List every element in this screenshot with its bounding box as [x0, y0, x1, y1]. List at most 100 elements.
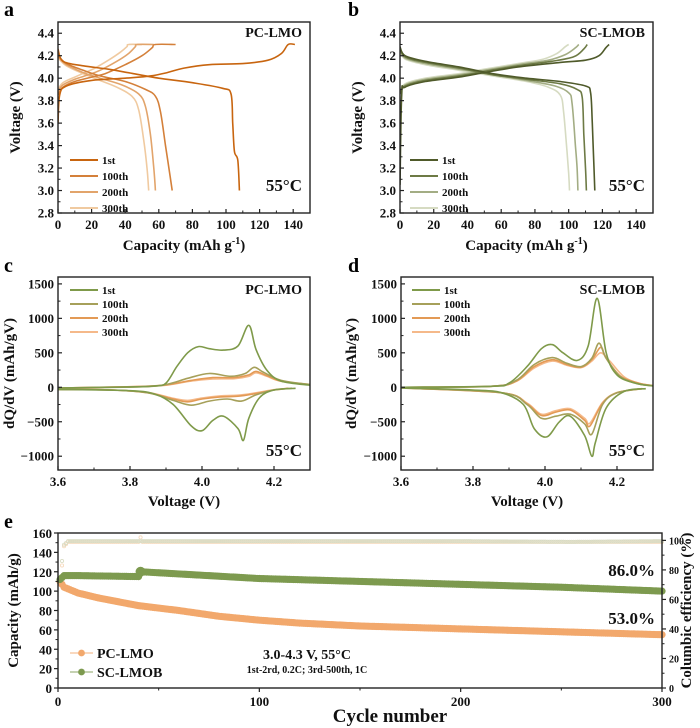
x-tick-label: 4.2	[266, 474, 282, 489]
ce-point	[529, 539, 534, 544]
ce-point	[370, 539, 375, 544]
ce-point	[273, 539, 278, 544]
ce-point	[603, 539, 608, 544]
ce-point	[285, 539, 290, 544]
ce-point	[283, 539, 288, 544]
y-tick-label: 20	[39, 662, 52, 677]
ce-point	[325, 539, 330, 544]
ce-point	[213, 539, 218, 544]
legend-label: 100th	[102, 299, 128, 311]
ce-point	[418, 539, 423, 544]
ce-point	[116, 539, 121, 544]
plot-frame	[57, 276, 311, 471]
legend-label: 300th	[444, 327, 470, 339]
ce-point	[235, 539, 240, 544]
ce-point	[504, 539, 509, 544]
ce-point	[412, 539, 417, 544]
ce-point	[206, 539, 211, 544]
x-tick-label: 80	[186, 217, 199, 232]
ce-point	[442, 539, 447, 544]
series-line-1st-charge	[400, 43, 610, 185]
legend-label: 300th	[102, 327, 128, 339]
ce-point	[655, 539, 660, 544]
x-tick-label: 100	[216, 217, 236, 232]
series-line-300th-discharge	[401, 387, 643, 425]
x-axis-label-sup: -1	[574, 236, 582, 247]
x-tick-label: 4.0	[537, 474, 553, 489]
x-tick-label: 4.0	[194, 474, 210, 489]
ce-point	[486, 539, 491, 544]
y-axis-label: dQ/dV (mAh/gV)	[2, 318, 18, 429]
ce-point	[84, 539, 89, 544]
series-group	[400, 43, 610, 191]
ce-point	[150, 539, 155, 544]
ce-point	[392, 539, 397, 544]
ce-point	[472, 539, 477, 544]
ce-point	[615, 539, 620, 544]
y-tick-label: 3.0	[380, 183, 396, 198]
ce-point	[219, 539, 224, 544]
ce-point	[589, 539, 594, 544]
x-axis-label: Capacity (mAh g-1)	[465, 236, 588, 254]
ce-point	[360, 539, 365, 544]
y-tick-label: 3.2	[38, 161, 54, 176]
ce-point	[565, 539, 570, 544]
ce-point	[120, 539, 125, 544]
legend-label: 1st	[102, 285, 116, 297]
ce-point	[506, 539, 511, 544]
series-line-200th-charge	[400, 43, 580, 94]
ce-point	[202, 539, 207, 544]
panel-title: PC-LMO	[245, 26, 302, 41]
panel-b: 0 20 40 60 80 100 120 140 2.8 3.0 3.2 3.4 3.6 3.8 4.0 4…	[348, 0, 654, 254]
ce-point	[585, 539, 590, 544]
legend-swatch-marker	[78, 649, 85, 657]
series-line-1st-charge	[401, 297, 653, 389]
ce-point	[221, 539, 226, 544]
scatter-group	[56, 535, 666, 639]
ce-point	[464, 539, 469, 544]
ce-point	[621, 539, 626, 544]
ce-point	[408, 539, 413, 544]
ce-point	[355, 539, 360, 544]
ce-point	[152, 539, 157, 544]
ce-point	[645, 539, 650, 544]
y-tick-label: 60	[39, 623, 52, 638]
ce-point	[295, 539, 300, 544]
ce-point	[337, 539, 342, 544]
ce-point	[404, 539, 409, 544]
ce-point	[607, 539, 612, 544]
ce-point	[130, 539, 135, 544]
ce-point	[595, 539, 600, 544]
x-tick-label: 40	[461, 217, 474, 232]
ce-point	[190, 539, 195, 544]
ce-point	[124, 539, 129, 544]
ce-point	[104, 539, 109, 544]
ce-point	[575, 539, 580, 544]
ce-point	[351, 539, 356, 544]
ce-point	[452, 539, 457, 544]
ce-point	[476, 539, 481, 544]
ce-point	[267, 539, 272, 544]
ce-point	[647, 539, 652, 544]
ce-point	[317, 539, 322, 544]
ce-point	[188, 539, 193, 544]
ce-point	[591, 539, 596, 544]
ce-point	[60, 559, 65, 564]
ce-point	[331, 539, 336, 544]
ce-point	[307, 539, 312, 544]
ce-point	[428, 539, 433, 544]
ce-point	[515, 539, 520, 544]
ce-point	[567, 539, 572, 544]
ce-point	[156, 539, 161, 544]
ce-point	[184, 539, 189, 544]
series-line-100th-discharge	[400, 47, 588, 191]
y-tick-label: 3.6	[38, 116, 55, 131]
ce-point	[86, 539, 91, 544]
ce-point	[321, 539, 326, 544]
ce-point	[172, 539, 177, 544]
ce-point	[468, 539, 473, 544]
y-tick-label: 3.8	[380, 93, 397, 108]
right-y-tick-label: 0	[669, 684, 674, 695]
ce-point	[462, 539, 467, 544]
ce-point	[92, 539, 97, 544]
